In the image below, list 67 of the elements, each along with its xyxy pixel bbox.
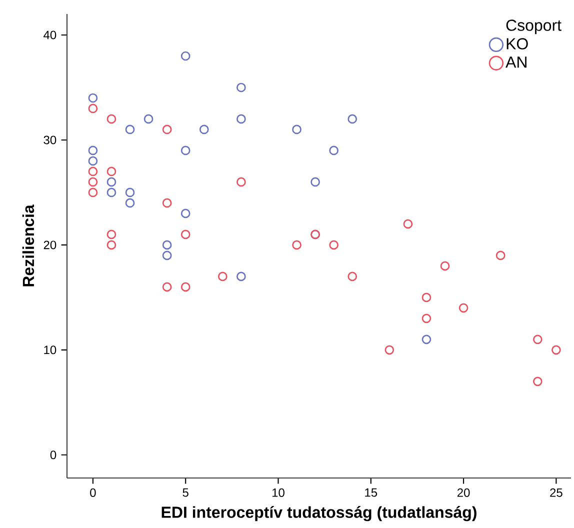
x-tick-label: 0 (90, 488, 96, 497)
point (348, 114, 358, 124)
point (422, 334, 432, 344)
point (384, 345, 394, 355)
point (88, 104, 98, 114)
point (552, 345, 561, 355)
legend-label: KO (506, 38, 528, 50)
point (162, 250, 172, 260)
y-tick-label: 30 (44, 136, 56, 144)
point (440, 261, 450, 271)
point (162, 124, 172, 134)
point (180, 146, 190, 156)
point (88, 93, 98, 103)
y-tick-label: 10 (44, 346, 56, 354)
point (329, 240, 338, 250)
legend-label: AN (506, 56, 526, 68)
x-tick-label: 10 (272, 488, 284, 497)
point (106, 240, 116, 250)
point (180, 208, 190, 218)
point (236, 177, 246, 187)
point (125, 198, 135, 208)
x-axis-title: EDI interoceptív tudatosság (tudatlanság) (162, 506, 476, 522)
y-tick-label: 0 (50, 450, 56, 460)
point (125, 188, 135, 198)
point (144, 114, 154, 124)
point (532, 334, 542, 344)
y-tick-label: 40 (44, 30, 56, 40)
point (162, 282, 172, 292)
point (88, 177, 98, 187)
point (88, 156, 98, 166)
point (422, 292, 432, 302)
point (236, 272, 246, 282)
point (162, 198, 172, 208)
point (106, 114, 116, 124)
point (292, 240, 302, 250)
point (496, 250, 506, 260)
legend-title: Csoport (506, 20, 562, 34)
point (180, 230, 190, 240)
point (218, 272, 228, 282)
x-tick-label: 5 (182, 488, 188, 497)
x-tick-label: 25 (550, 488, 562, 497)
point (106, 230, 116, 240)
point (106, 166, 116, 176)
point (348, 272, 358, 282)
point (199, 124, 209, 134)
point (180, 51, 190, 61)
point (532, 376, 542, 386)
point (106, 177, 116, 187)
point (292, 124, 302, 134)
point (310, 177, 320, 187)
point (422, 314, 432, 324)
y-axis-title: Reziliencia (22, 204, 34, 286)
point (106, 188, 116, 198)
point (125, 124, 135, 134)
x-tick-label: 15 (365, 488, 378, 497)
point (88, 146, 98, 156)
point (88, 166, 98, 176)
point (180, 282, 190, 292)
point (88, 188, 98, 198)
point (162, 240, 172, 250)
point (236, 82, 246, 92)
point (458, 303, 468, 313)
point (403, 219, 413, 229)
point (236, 114, 246, 124)
y-tick-label: 20 (44, 240, 56, 250)
point (329, 146, 338, 156)
x-tick-label: 20 (457, 488, 470, 497)
